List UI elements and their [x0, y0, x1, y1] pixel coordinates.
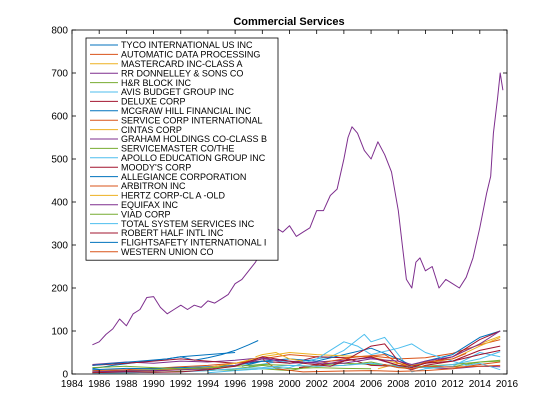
legend-label: DELUXE CORP	[121, 97, 186, 107]
legend-label: APOLLO EDUCATION GROUP INC	[121, 153, 266, 163]
legend-label: H&R BLOCK INC	[121, 78, 192, 88]
x-tick-label: 2004	[333, 379, 356, 390]
series-line	[92, 72, 504, 346]
y-tick-label: 400	[51, 198, 68, 209]
x-tick-label: 1994	[197, 379, 220, 390]
legend-label: ROBERT HALF INTL INC	[121, 228, 224, 238]
legend-label: MASTERCARD INC-CLASS A	[121, 59, 243, 69]
legend-label: GRAHAM HOLDINGS CO-CLASS B	[121, 134, 267, 144]
x-tick-label: 1984	[61, 379, 84, 390]
y-tick-label: 100	[51, 327, 68, 338]
legend-label: ALLEGIANCE CORPORATION	[121, 172, 246, 182]
legend-label: FLIGHTSAFETY INTERNATIONAL I	[121, 238, 266, 248]
y-tick-label: 300	[51, 241, 68, 252]
series-line	[255, 352, 304, 362]
x-tick-label: 1986	[88, 379, 111, 390]
legend-label: AVIS BUDGET GROUP INC	[121, 87, 235, 97]
x-tick-label: 2016	[496, 379, 519, 390]
chart-title: Commercial Services	[233, 16, 344, 28]
x-tick-label: 2000	[278, 379, 301, 390]
legend-label: ARBITRON INC	[121, 181, 186, 191]
series-line	[92, 330, 501, 373]
legend-label: WESTERN UNION CO	[121, 247, 214, 257]
x-tick-label: 1996	[224, 379, 247, 390]
series-line	[92, 339, 501, 372]
legend-label: MCGRAW HILL FINANCIAL INC	[121, 106, 252, 116]
x-tick-label: 1990	[142, 379, 165, 390]
y-tick-label: 600	[51, 112, 68, 123]
x-tick-label: 2014	[469, 379, 492, 390]
x-tick-label: 2006	[360, 379, 383, 390]
x-tick-label: 2002	[306, 379, 329, 390]
legend-label: SERVICE CORP INTERNATIONAL	[121, 115, 263, 125]
x-tick-label: 2010	[414, 379, 437, 390]
legend-label: SERVICEMASTER CO/THE	[121, 144, 234, 154]
legend-label: MOODY'S CORP	[121, 162, 191, 172]
x-tick-label: 1988	[115, 379, 138, 390]
x-tick-label: 2012	[442, 379, 465, 390]
y-tick-label: 800	[51, 26, 68, 37]
legend-label: EQUIFAX INC	[121, 200, 179, 210]
series-line	[92, 352, 236, 366]
axis-ticks: 1984 1986 1988 1990 1992 1994 1996 1998 2000 2002…	[51, 26, 518, 391]
legend-label: TOTAL SYSTEM SERVICES INC	[121, 219, 255, 229]
legend-label: VIAD CORP	[121, 209, 171, 219]
y-tick-label: 0	[62, 370, 68, 381]
series-line	[92, 349, 501, 374]
legend-label: AUTOMATIC DATA PROCESSING	[121, 50, 260, 60]
x-tick-label: 2008	[387, 379, 410, 390]
y-tick-label: 500	[51, 155, 68, 166]
legend-label: HERTZ CORP-CL A -OLD	[121, 191, 226, 201]
y-tick-label: 700	[51, 69, 68, 80]
series-layer	[92, 72, 504, 374]
y-tick-label: 200	[51, 284, 68, 295]
series-line	[92, 345, 501, 371]
legend-label: RR DONNELLEY & SONS CO	[121, 68, 243, 78]
x-tick-label: 1998	[251, 379, 274, 390]
series-line	[381, 364, 501, 370]
series-line	[92, 336, 501, 374]
x-tick-label: 1992	[170, 379, 193, 390]
series-line	[302, 352, 467, 369]
legend-label: CINTAS CORP	[121, 125, 182, 135]
legend-label: TYCO INTERNATIONAL US INC	[121, 40, 253, 50]
